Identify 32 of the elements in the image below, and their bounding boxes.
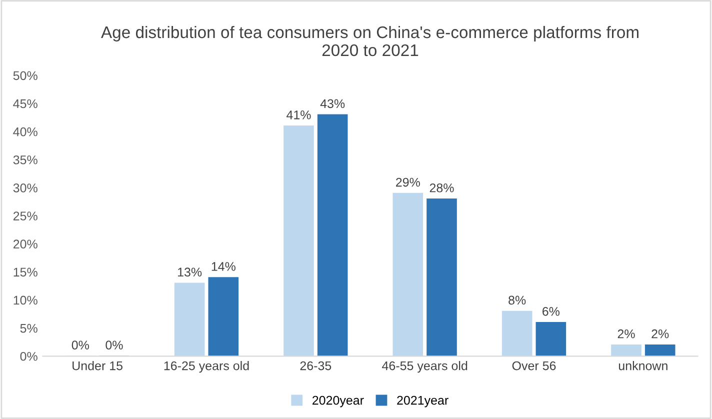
y-tick-label: 0% [20, 352, 38, 361]
x-tick-label: 26-35 [300, 361, 332, 370]
y-tick-label: 10% [14, 296, 38, 305]
data-label: 13% [178, 268, 202, 277]
x-tick-label: unknown [618, 361, 668, 370]
y-tick-label: 40% [13, 127, 38, 136]
data-label: 29% [396, 178, 420, 187]
y-tick-label: 25% [13, 212, 38, 220]
legend-label: 2021year [397, 396, 448, 408]
data-label: 8% [508, 296, 526, 305]
data-label: 0% [106, 340, 123, 350]
y-tick-label: 35% [13, 155, 38, 164]
data-label: 41% [286, 110, 311, 120]
data-label: 6% [542, 306, 560, 316]
data-label: 0% [72, 340, 89, 350]
data-label: 43% [320, 99, 345, 108]
y-tick-label: 50% [13, 71, 38, 80]
x-tick-label: Under 15 [72, 361, 122, 370]
x-tick-label: Over 56 [512, 361, 556, 370]
x-tick-label: 46-55 years old [382, 361, 468, 373]
chart-title: Age distribution of tea consumers on China's e-commerce platforms from 2020 to 2021 [100, 26, 638, 56]
y-tick-label: 5% [20, 324, 38, 333]
x-tick-label: 16-25 years old [164, 361, 249, 373]
y-tick-label: 45% [13, 99, 38, 108]
y-tick-label: 30% [13, 184, 38, 192]
data-label: 2% [652, 329, 669, 338]
y-tick-label: 15% [14, 268, 38, 277]
data-label: 2% [618, 329, 635, 338]
data-label: 14% [212, 262, 236, 271]
data-label: 28% [430, 183, 454, 192]
legend-label: 2020year [312, 396, 364, 408]
y-tick-label: 20% [13, 240, 38, 249]
